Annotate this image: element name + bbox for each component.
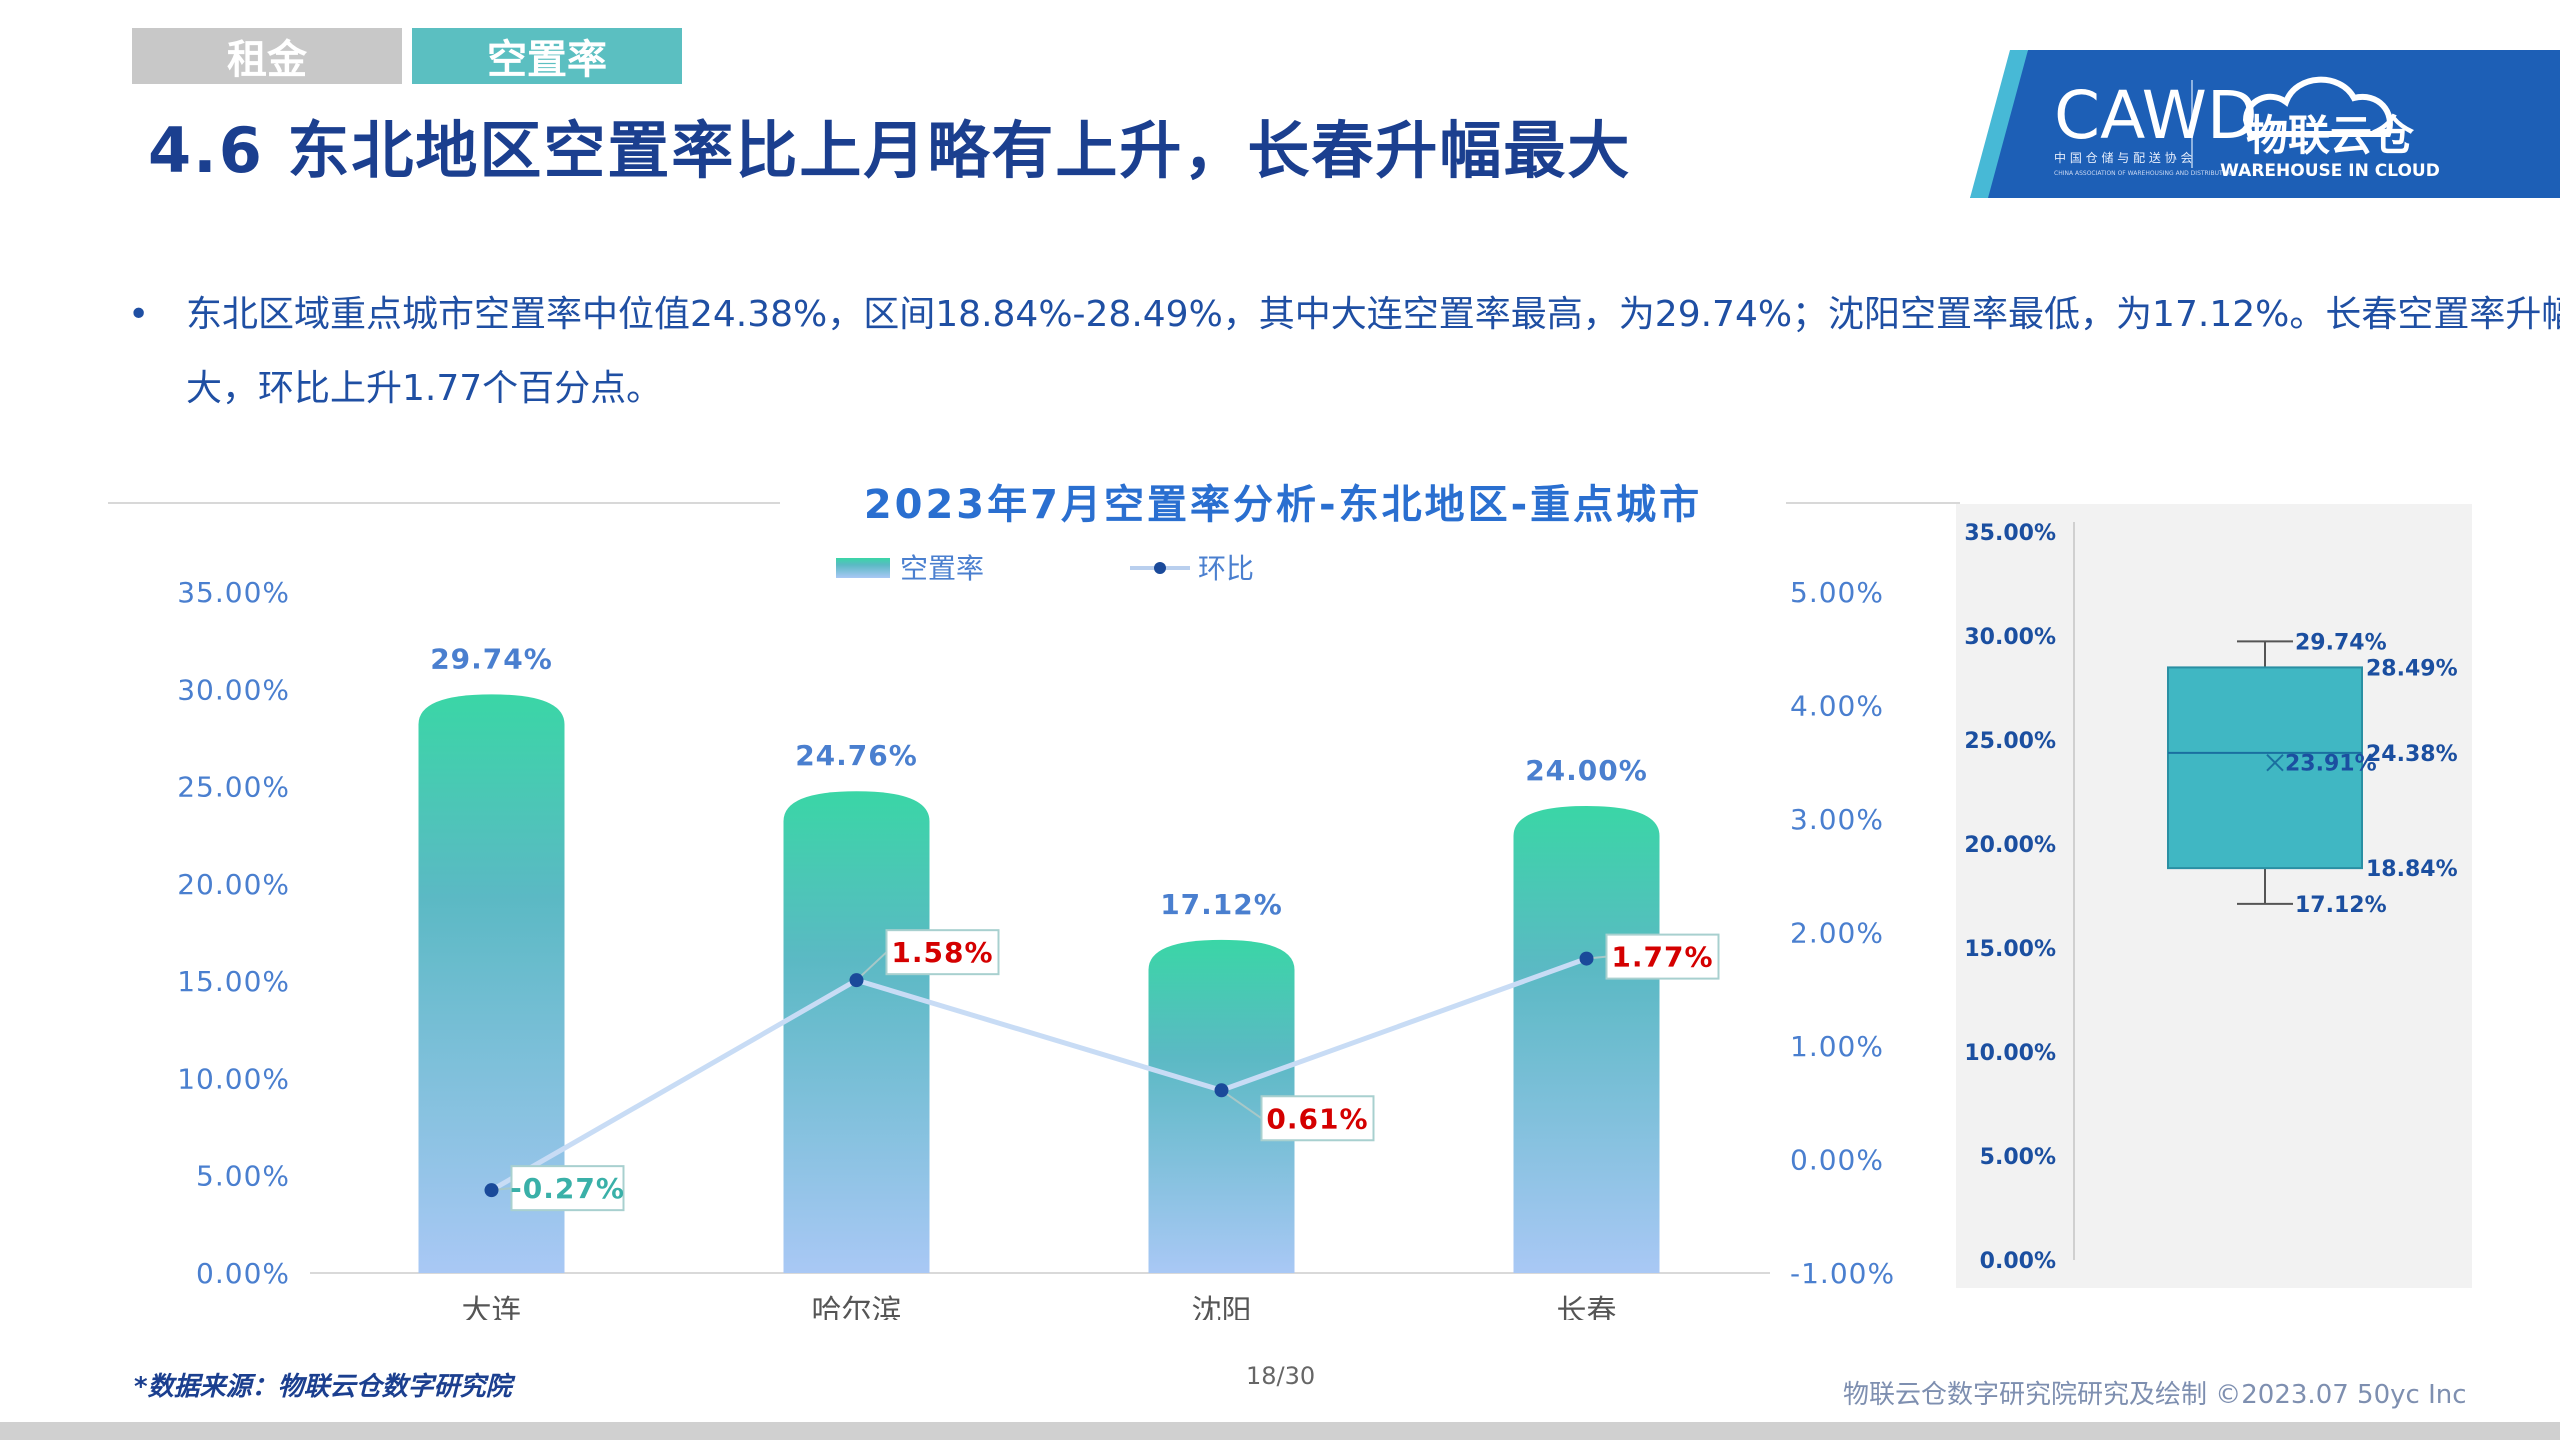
- legend-line-marker: [1154, 562, 1166, 574]
- line-label-box: [1260, 1095, 1375, 1142]
- box-y-tick-label: 15.00%: [1964, 937, 2056, 962]
- box-min-label: 17.12%: [2295, 893, 2387, 918]
- line-label-leader: [1220, 1089, 1263, 1120]
- line-point: [1579, 951, 1594, 966]
- boxplot-panel: [1956, 504, 2472, 1288]
- chart-title: 2023年7月空置率分析-东北地区-重点城市: [864, 482, 1702, 528]
- vacancy-chart: 2023年7月空置率分析-东北地区-重点城市空置率 环比 0.00% 5.00% 10.…: [108, 482, 2458, 1320]
- box-y-tick-label: 20.00%: [1964, 833, 2056, 858]
- y-left-tick-label: 30.00%: [177, 673, 290, 706]
- line-value-label: 0.61%: [1266, 1102, 1368, 1135]
- y-left-tick-label: 25.00%: [177, 771, 290, 804]
- line-point: [849, 973, 864, 988]
- y-left-tick-label: 35.00%: [177, 576, 290, 609]
- tab-rent[interactable]: 租金: [132, 28, 402, 84]
- tab-vacancy[interactable]: 空置率: [412, 28, 682, 84]
- line-value-label: 1.77%: [1611, 941, 1713, 974]
- logo-main-text: CAWD: [2054, 77, 2258, 154]
- bar: [1513, 806, 1660, 1273]
- box-mean-label: 23.91%: [2285, 752, 2377, 777]
- bar-value-label: 24.00%: [1525, 754, 1648, 787]
- bar-value-label: 29.74%: [430, 642, 553, 675]
- y-left-tick-label: 5.00%: [196, 1160, 290, 1193]
- line-point: [1214, 1083, 1229, 1098]
- y-right-tick-label: -1.00%: [1790, 1257, 1895, 1290]
- line-label-box: [1605, 933, 1720, 980]
- legend-bar-swatch: [836, 558, 890, 578]
- data-source: *数据来源：物联云仓数字研究院: [134, 1372, 512, 1402]
- line-value-label: -0.27%: [510, 1172, 625, 1205]
- y-right-tick-label: 2.00%: [1790, 917, 1884, 950]
- tab-vacancy-label: 空置率: [487, 37, 607, 83]
- x-tick-label: 大连: [462, 1294, 522, 1320]
- legend-line-label: 环比: [1198, 552, 1254, 585]
- box-y-tick-label: 5.00%: [1980, 1145, 2056, 1170]
- y-right-tick-label: 4.00%: [1790, 690, 1884, 723]
- box-max-label: 29.74%: [2295, 630, 2387, 655]
- bar: [783, 791, 930, 1273]
- box-mean-marker: [2266, 753, 2284, 772]
- y-left-tick-label: 10.00%: [177, 1062, 290, 1095]
- y-right-tick-label: 1.00%: [1790, 1030, 1884, 1063]
- box-q3-label: 28.49%: [2366, 656, 2458, 681]
- page-number: 18/30: [1246, 1362, 1316, 1390]
- x-tick-label: 沈阳: [1192, 1294, 1252, 1320]
- box-median-label: 24.38%: [2366, 742, 2458, 767]
- x-tick-label: 哈尔滨: [812, 1294, 902, 1320]
- box-y-tick-label: 30.00%: [1964, 625, 2056, 650]
- line-point: [484, 1183, 499, 1198]
- logo-brand-text: 物联云仓: [2246, 111, 2415, 160]
- box-y-tick-label: 25.00%: [1964, 729, 2056, 754]
- logo-sub-en-text: CHINA ASSOCIATION OF WAREHOUSING AND DIS…: [2054, 170, 2234, 177]
- box-q1-label: 18.84%: [2366, 857, 2458, 882]
- box-y-tick-label: 0.00%: [1980, 1249, 2056, 1274]
- bottom-bar: [0, 1422, 2560, 1440]
- line-label-box: [885, 929, 1000, 976]
- logo-brand-en-text: WAREHOUSE IN CLOUD: [2220, 161, 2440, 181]
- bar: [1148, 939, 1295, 1273]
- line-label-box: [510, 1165, 625, 1212]
- y-right-tick-label: 5.00%: [1790, 576, 1884, 609]
- legend-bar-label: 空置率: [900, 552, 984, 585]
- bullet-text: 东北区域重点城市空置率中位值24.38%，区间18.84%-28.49%，其中大…: [186, 294, 2560, 409]
- y-left-tick-label: 0.00%: [196, 1257, 290, 1290]
- bar-value-label: 24.76%: [795, 739, 918, 772]
- cawd-logo: CAWD 中 国 仓 储 与 配 送 协 会 CHINA ASSOCIATION…: [1970, 50, 2560, 198]
- bar: [418, 694, 565, 1273]
- box-y-tick-label: 10.00%: [1964, 1041, 2056, 1066]
- y-right-tick-label: 3.00%: [1790, 803, 1884, 836]
- y-left-tick-label: 20.00%: [177, 868, 290, 901]
- logo-sub-text: 中 国 仓 储 与 配 送 协 会: [2054, 150, 2193, 165]
- line-value-label: 1.58%: [891, 936, 993, 969]
- box-rect: [2167, 666, 2363, 870]
- tab-rent-label: 租金: [227, 37, 307, 83]
- box-y-tick-label: 35.00%: [1964, 521, 2056, 546]
- page-title: 4.6 东北地区空置率比上月略有上升，长春升幅最大: [148, 114, 1632, 187]
- footer-credit: 物联云仓数字研究院研究及绘制 ©2023.07 50yc Inc: [1843, 1380, 2467, 1410]
- x-tick-label: 长春: [1557, 1294, 1617, 1320]
- y-right-tick-label: 0.00%: [1790, 1144, 1884, 1177]
- y-left-tick-label: 15.00%: [177, 965, 290, 998]
- bar-value-label: 17.12%: [1160, 888, 1283, 921]
- line-series: [490, 956, 1588, 1193]
- bullet-dot: •: [128, 294, 150, 335]
